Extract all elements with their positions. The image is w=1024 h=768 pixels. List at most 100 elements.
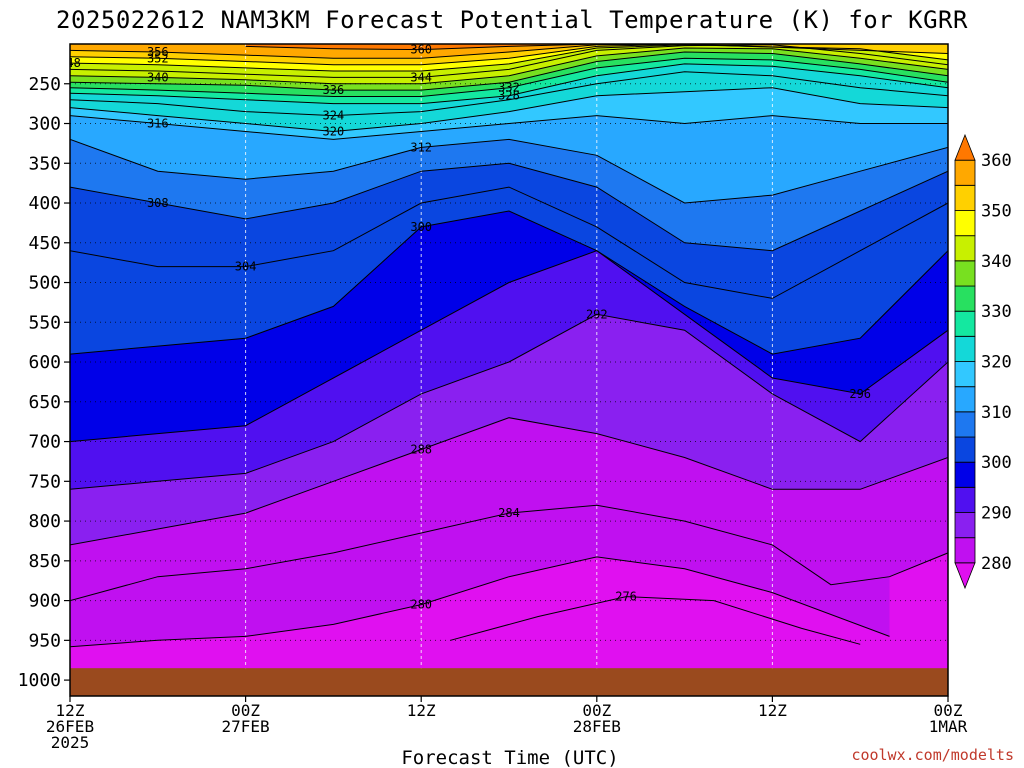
contour-line-304 [70, 186, 948, 299]
y-tick-label-700: 700 [28, 432, 61, 453]
contour-line-336 [70, 51, 948, 91]
colorbar-band-330 [954, 285, 976, 312]
colorbar-tick-310: 310 [981, 403, 1012, 423]
chart-title: 2025022612 NAM3KM Forecast Potential Tem… [56, 6, 968, 34]
x-tick-label-0: 12Z 26FEB 2025 [46, 701, 94, 752]
y-tick-label-800: 800 [28, 511, 61, 532]
contour-line-276 [450, 596, 861, 645]
contour-line-280 [70, 556, 890, 648]
y-tick-label-600: 600 [28, 352, 61, 373]
colorbar-band-325 [954, 310, 976, 337]
contour-label-312: 312 [410, 140, 432, 154]
contour-label-300: 300 [410, 220, 432, 234]
y-tick-label-400: 400 [28, 193, 61, 214]
y-tick-label-350: 350 [28, 153, 61, 174]
band-fill-356 [70, 44, 685, 59]
colorbar-tick-350: 350 [981, 202, 1012, 222]
contour-label-348: 348 [59, 56, 81, 70]
colorbar: 280 290 300 310 320 330 340 350 360 [954, 133, 1012, 590]
colorbar-band-320 [954, 335, 976, 362]
contour-line-356 [70, 44, 685, 59]
x-tick-label-36: 00Z 28FEB [573, 701, 621, 736]
contour-label-280: 280 [410, 598, 432, 612]
contour-label-332: 332 [498, 81, 520, 95]
colorbar-tick-340: 340 [981, 252, 1012, 272]
x-tick-label-48: 12Z [758, 701, 787, 720]
colorbar-tick-280: 280 [981, 554, 1012, 574]
y-tick-label-750: 750 [28, 471, 61, 492]
contour-label-284: 284 [498, 506, 520, 520]
colorbar-band-275 [954, 562, 976, 590]
contour-label-316: 316 [147, 117, 169, 131]
contour-line-296 [70, 250, 948, 443]
y-tick-label-300: 300 [28, 114, 61, 135]
x-tick-label-60: 00Z 1MAR [929, 701, 968, 736]
contour-line-332 [70, 57, 948, 97]
contour-label-352: 352 [147, 51, 169, 65]
contour-label-340: 340 [147, 70, 169, 84]
x-tick-label-24: 12Z [407, 701, 436, 720]
contour-label-336: 336 [323, 83, 345, 97]
ground-terrain [70, 668, 948, 696]
contour-line-340 [70, 47, 948, 85]
colorbar-band-315 [954, 361, 976, 388]
x-axis-label: Forecast Time (UTC) [401, 747, 618, 768]
contour-line-320 [70, 87, 948, 133]
contour-line-352 [70, 44, 948, 66]
colorbar-band-290 [954, 486, 976, 513]
contour-line-324 [70, 71, 948, 117]
y-tick-label-1000: 1000 [18, 670, 61, 691]
axes: 250 300 350 400 450 500 550 600 650 700 750 800 850 9… [18, 74, 968, 752]
colorbar-tick-330: 330 [981, 302, 1012, 322]
y-tick-label-850: 850 [28, 551, 61, 572]
colorbar-tick-360: 360 [981, 151, 1012, 171]
y-tick-label-500: 500 [28, 273, 61, 294]
contour-line-360 [245, 44, 597, 51]
colorbar-tick-300: 300 [981, 453, 1012, 473]
colorbar-band-335 [954, 260, 976, 287]
contour-label-328: 328 [498, 89, 520, 103]
x-tick-label-12: 00Z 27FEB [222, 701, 270, 736]
contour-label-324: 324 [323, 109, 345, 123]
contour-label-308: 308 [147, 196, 169, 210]
contour-label-292: 292 [586, 307, 608, 321]
y-tick-label-250: 250 [28, 74, 61, 95]
y-tick-label-450: 450 [28, 233, 61, 254]
colorbar-band-295 [954, 461, 976, 488]
contour-label-356: 356 [147, 45, 169, 59]
contour-line-328 [70, 63, 948, 105]
contour-label-360: 360 [410, 43, 432, 57]
colorbar-band-310 [954, 386, 976, 413]
y-tick-label-650: 650 [28, 392, 61, 413]
colorbar-band-360 [954, 133, 976, 161]
contour-line-312 [70, 138, 948, 204]
contour-line-292 [70, 313, 948, 490]
colorbar-band-355 [954, 159, 976, 186]
y-tick-label-550: 550 [28, 312, 61, 333]
contour-line-288 [70, 417, 948, 546]
contour-label-344: 344 [410, 70, 432, 84]
colorbar-band-350 [954, 184, 976, 211]
colorbar-band-285 [954, 512, 976, 539]
contour-label-288: 288 [410, 443, 432, 457]
colorbar-band-345 [954, 210, 976, 237]
contour-line-316 [70, 115, 948, 140]
contour-label-320: 320 [323, 124, 345, 138]
contour-label-304: 304 [235, 260, 257, 274]
y-tick-label-900: 900 [28, 591, 61, 612]
contour-line-284 [70, 504, 948, 602]
contour-line-308 [70, 162, 948, 252]
colorbar-tick-290: 290 [981, 504, 1012, 524]
plot-frame [69, 43, 949, 697]
contour-label-276: 276 [615, 590, 637, 604]
grid [70, 44, 948, 696]
y-tick-label-950: 950 [28, 630, 61, 651]
colorbar-band-340 [954, 235, 976, 262]
colorbar-band-305 [954, 411, 976, 438]
colorbar-tick-320: 320 [981, 353, 1012, 373]
colorbar-band-300 [954, 436, 976, 463]
contour-label-296: 296 [849, 387, 871, 401]
credit-link[interactable]: coolwx.com/modelts [851, 746, 1014, 764]
